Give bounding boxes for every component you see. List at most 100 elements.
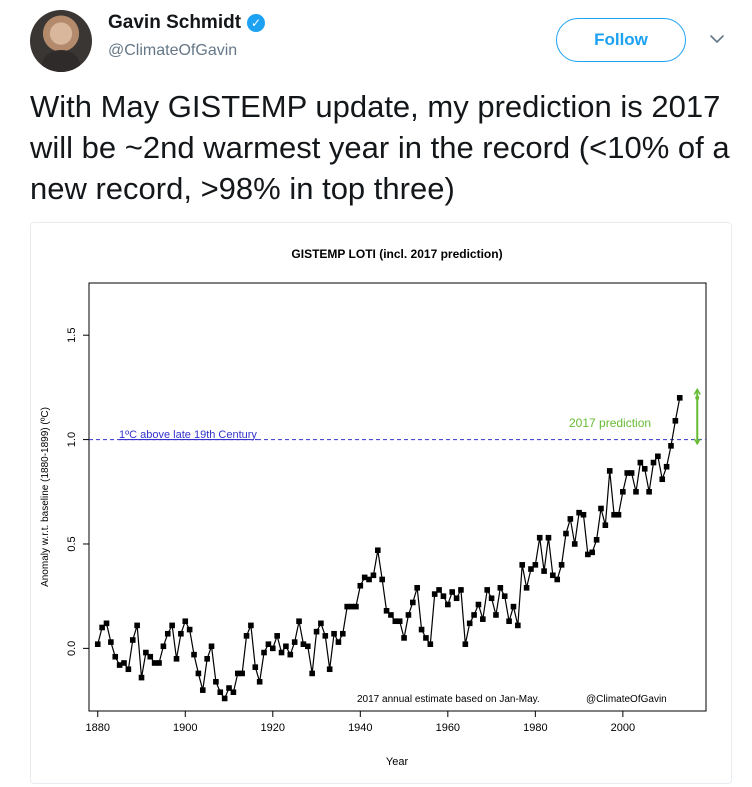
data-point — [313, 628, 320, 635]
data-point — [501, 593, 508, 599]
data-point — [375, 547, 381, 554]
data-point — [103, 620, 110, 627]
data-point — [143, 649, 149, 656]
prediction-arrow-down — [693, 438, 701, 446]
tweet-text: With May GISTEMP update, my prediction i… — [30, 89, 730, 206]
data-point — [431, 591, 438, 597]
data-point — [571, 541, 578, 547]
data-point — [353, 603, 359, 610]
y-tick-label: 1.5 — [66, 328, 78, 343]
data-point — [388, 612, 394, 618]
chevron-down-icon[interactable] — [708, 30, 726, 48]
x-tick-label: 1880 — [86, 722, 110, 734]
x-tick-label: 1940 — [348, 722, 372, 734]
author-row: Gavin Schmidt ✓ — [108, 12, 266, 34]
data-point — [287, 651, 294, 658]
data-point — [449, 589, 455, 595]
data-point — [410, 599, 416, 606]
data-point — [230, 689, 237, 696]
data-point — [138, 674, 145, 681]
data-point — [129, 637, 136, 643]
data-point — [234, 670, 241, 677]
author-name[interactable]: Gavin Schmidt — [108, 12, 242, 33]
data-point — [423, 635, 429, 641]
data-point — [593, 537, 600, 543]
author-handle[interactable]: @ClimateOfGavin — [108, 42, 238, 59]
x-tick-label: 1980 — [523, 722, 547, 734]
data-point — [151, 660, 158, 666]
y-tick-label: 0.5 — [66, 536, 78, 551]
data-point — [453, 595, 460, 602]
series-line — [97, 397, 681, 700]
data-point — [134, 622, 140, 629]
data-point — [300, 641, 307, 647]
data-point — [392, 618, 399, 625]
data-point — [427, 641, 434, 647]
data-point — [515, 622, 521, 629]
data-point — [318, 620, 324, 627]
chart-title: GISTEMP LOTI (incl. 2017 prediction) — [291, 247, 502, 261]
data-point — [278, 649, 285, 656]
data-point — [221, 695, 228, 702]
data-point — [458, 587, 464, 593]
x-axis-label: Year — [386, 756, 409, 768]
data-point — [379, 576, 385, 583]
data-point — [606, 468, 613, 474]
data-point — [493, 612, 499, 618]
verified-badge-icon: ✓ — [247, 14, 266, 32]
data-point — [164, 630, 171, 637]
data-point — [121, 660, 127, 666]
data-point — [252, 664, 259, 670]
data-point — [650, 459, 657, 466]
data-point — [580, 511, 587, 518]
data-point — [611, 511, 617, 518]
data-point — [261, 649, 267, 656]
data-point — [480, 616, 486, 622]
data-point — [624, 470, 631, 476]
data-point — [484, 587, 491, 593]
prediction-arrow-up — [693, 388, 701, 395]
annotation-text: 2017 annual estimate based on Jan-May. — [357, 694, 540, 705]
data-point — [497, 585, 504, 591]
follow-button[interactable]: Follow — [556, 18, 686, 62]
data-point — [217, 689, 224, 696]
avatar[interactable] — [30, 10, 92, 72]
data-point — [283, 643, 289, 650]
data-point — [160, 643, 167, 650]
data-point — [436, 587, 442, 593]
data-point — [633, 488, 639, 495]
data-point — [676, 395, 683, 401]
x-tick-label: 1960 — [436, 722, 460, 734]
data-point — [226, 685, 232, 691]
y-axis-label: Anomaly w.r.t. baseline (1880-1899) (ºC) — [40, 407, 51, 587]
prediction-point — [695, 395, 700, 400]
data-point — [637, 459, 644, 466]
data-point — [589, 549, 596, 556]
data-point — [532, 562, 539, 568]
data-point — [396, 618, 403, 625]
data-point — [528, 566, 534, 572]
data-point — [199, 687, 206, 693]
data-point — [414, 585, 420, 591]
data-point — [536, 534, 543, 541]
data-point — [94, 641, 101, 647]
data-point — [545, 534, 552, 541]
data-point — [541, 568, 547, 574]
data-point — [466, 620, 473, 627]
data-point — [108, 639, 114, 645]
data-point — [445, 601, 451, 608]
data-point — [239, 670, 245, 677]
data-point — [173, 656, 180, 662]
data-point — [99, 624, 105, 631]
data-point — [182, 618, 189, 625]
data-point — [567, 516, 574, 522]
data-point — [655, 453, 661, 460]
data-point — [585, 551, 591, 558]
y-tick-label: 0.0 — [66, 641, 78, 656]
chart-image[interactable]: GISTEMP LOTI (incl. 2017 prediction) Yea… — [30, 222, 732, 784]
data-point — [475, 601, 482, 608]
data-point — [191, 651, 197, 658]
data-point — [602, 522, 609, 528]
data-point — [169, 622, 175, 629]
prediction-label: 2017 prediction — [569, 416, 651, 430]
